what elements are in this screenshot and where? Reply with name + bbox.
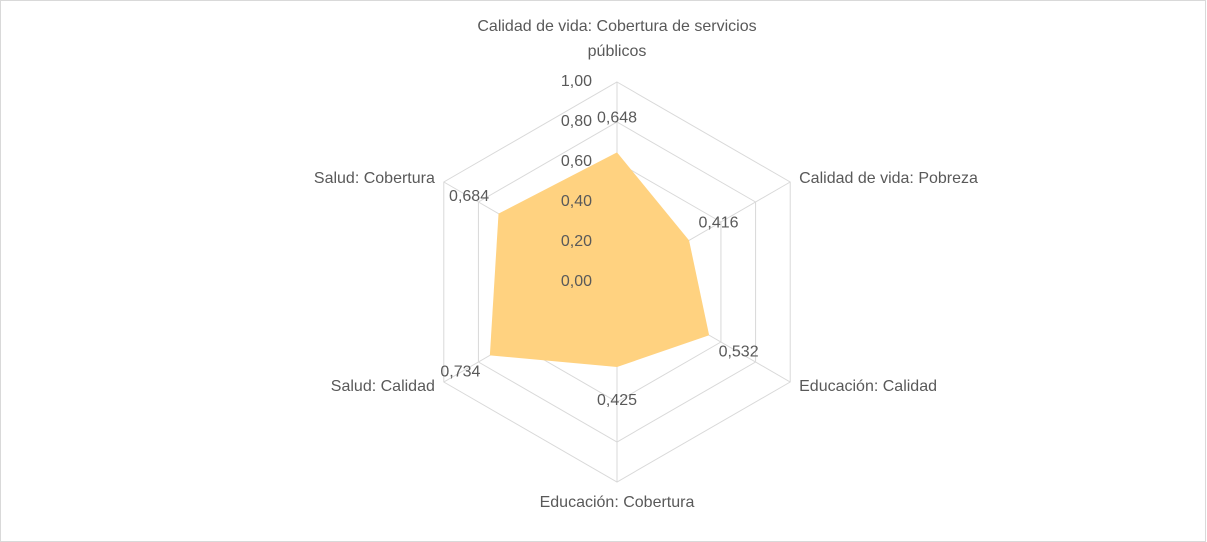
y-tick-label: 1,00 (561, 73, 592, 90)
category-label: Calidad de vida: Cobertura de servicios … (477, 18, 757, 60)
y-tick-label: 0,80 (561, 113, 592, 130)
data-label: 0,684 (449, 188, 489, 205)
data-label: 0,734 (440, 364, 480, 381)
area (489, 152, 710, 367)
y-tick-label: 0,40 (561, 193, 592, 210)
y-tick-label: 0,20 (561, 233, 592, 250)
y-tick-label: 0,60 (561, 153, 592, 170)
data-label: 0,532 (719, 343, 759, 360)
data-label: 0,416 (698, 215, 738, 232)
data-label: 0,648 (597, 110, 637, 127)
category-label: Educación: Cobertura (539, 494, 695, 511)
data-label: 0,425 (597, 392, 637, 409)
category-label: Calidad de vida: Pobreza (799, 170, 978, 187)
y-tick-label: 0,00 (561, 273, 592, 290)
category-label: Educación: Calidad (799, 378, 937, 395)
category-label: Salud: Calidad (330, 378, 435, 395)
category-label: Salud: Cobertura (313, 170, 435, 187)
